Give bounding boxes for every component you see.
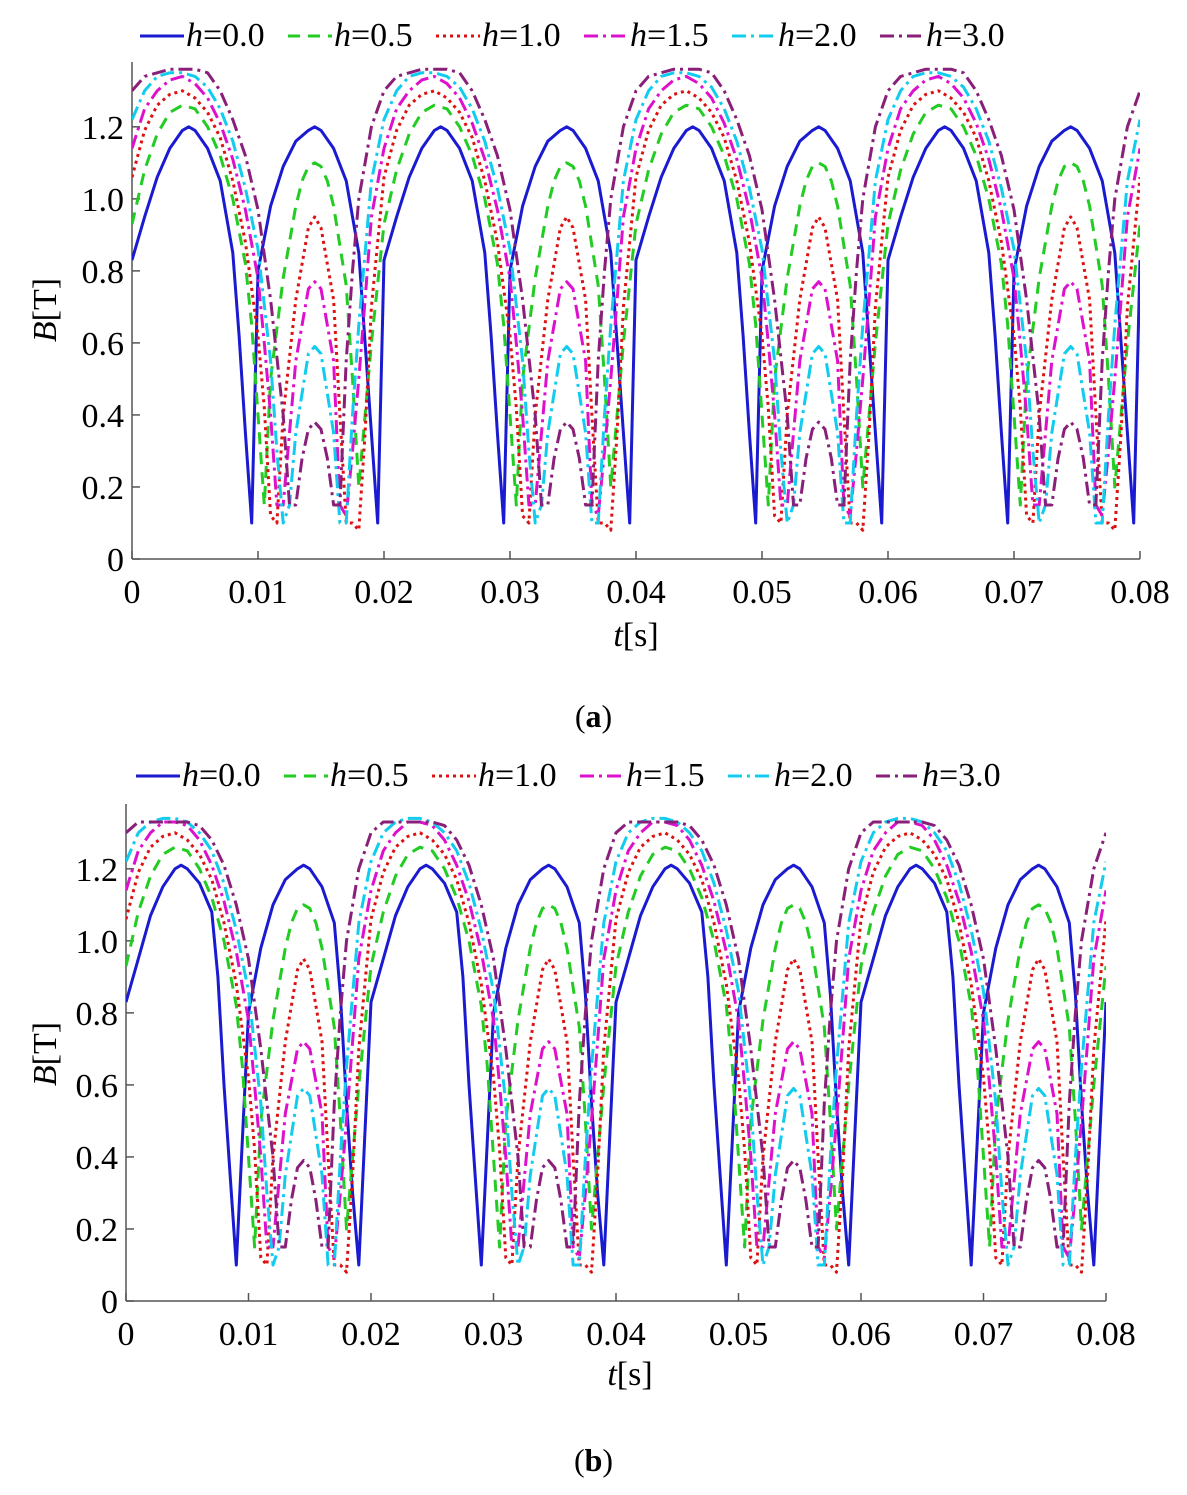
y-tick-label: 0.6: [76, 1068, 119, 1105]
y-axis-label-a: B[T]: [27, 278, 64, 342]
legend-label: h=1.0: [478, 757, 557, 794]
plot-area-a: [132, 67, 1140, 532]
legend-var: h: [626, 757, 643, 794]
x-tick-label: 0.02: [341, 1316, 401, 1353]
legend-label: h=0.0: [182, 757, 261, 794]
series-line-h0-5: [132, 103, 1140, 507]
x-tick-label: 0: [118, 1316, 135, 1353]
x-tick-label: 0.03: [464, 1316, 524, 1353]
legend-b: h=0.0 h=0.5 h=1.0 h=1.5 h=2.0 h=3.0: [136, 757, 1001, 794]
x-tick-label: 0: [124, 574, 141, 611]
y-tick-label: 0.8: [76, 996, 119, 1033]
legend-value: =0.0: [199, 757, 261, 794]
legend-label: h=1.5: [630, 17, 709, 54]
series-line-h2-0: [132, 71, 1140, 525]
x-tick-label: 0.06: [858, 574, 918, 611]
series-line-h1-5: [126, 820, 1106, 1260]
legend-value: =1.0: [495, 757, 557, 794]
legend-var: h: [334, 17, 351, 54]
legend-var: h: [778, 17, 795, 54]
legend-var: h: [482, 17, 499, 54]
x-tick-label: 0.08: [1076, 1316, 1136, 1353]
chart-b: h=0.0 h=0.5 h=1.0 h=1.5 h=2.0 h=3.0 0 0.01 0.02…: [27, 757, 1136, 1393]
x-tick-label: 0.07: [984, 574, 1044, 611]
series-line-h3-0: [126, 820, 1106, 1249]
series-line-h3-0: [132, 67, 1140, 507]
legend-value: =2.0: [795, 17, 857, 54]
y-tick-label: 1.2: [76, 852, 119, 889]
caption-b-letter: b: [584, 1442, 603, 1478]
chart-a: h=0.0 h=0.5 h=1.0 h=1.5 h=2.0 h=3.0 0 0.01 0.02…: [27, 17, 1170, 654]
legend-value: =1.5: [643, 757, 705, 794]
legend-var: h: [330, 757, 347, 794]
caption-b: (b): [573, 1442, 614, 1478]
x-tick-label: 0.04: [606, 574, 666, 611]
legend-value: =0.5: [347, 757, 409, 794]
legend-var: h: [478, 757, 495, 794]
x-tick-label: 0.04: [586, 1316, 646, 1353]
axes-b: [125, 804, 1107, 1302]
y-tick-label: 0.4: [82, 398, 125, 435]
legend-label: h=2.0: [778, 17, 857, 54]
x-tick-label: 0.01: [219, 1316, 279, 1353]
series-line-h0-0: [132, 125, 1140, 525]
x-tick-label: 0.06: [831, 1316, 891, 1353]
y-tick-label: 1.2: [82, 110, 125, 147]
legend-a: h=0.0 h=0.5 h=1.0 h=1.5 h=2.0 h=3.0: [140, 17, 1005, 54]
x-tick-label: 0.07: [954, 1316, 1014, 1353]
x-tick-label: 0.05: [732, 574, 792, 611]
legend-var: h: [926, 17, 943, 54]
x-tick-label: 0.08: [1110, 574, 1170, 611]
legend-label: h=1.5: [626, 757, 705, 794]
y-tick-label: 0.8: [82, 254, 125, 291]
y-tick-label: 1.0: [76, 924, 119, 961]
legend-value: =0.5: [351, 17, 413, 54]
x-axis-label-b: t[s]: [607, 1356, 652, 1393]
x-tick-label: 0.01: [228, 574, 288, 611]
legend-var: h: [630, 17, 647, 54]
legend-label: h=0.5: [334, 17, 413, 54]
legend-value: =3.0: [939, 757, 1001, 794]
legend-label: h=1.0: [482, 17, 561, 54]
caption-a: (a): [574, 698, 613, 734]
legend-var: h: [182, 757, 199, 794]
legend-label: h=0.0: [186, 17, 265, 54]
legend-label: h=2.0: [774, 757, 853, 794]
x-tick-label: 0.03: [480, 574, 540, 611]
series-line-h0-0: [126, 863, 1106, 1267]
legend-label: h=3.0: [922, 757, 1001, 794]
legend-var: h: [774, 757, 791, 794]
tick-labels-b: 0 0.01 0.02 0.03 0.04 0.05 0.06 0.07 0.08 0 0.2 0.4…: [76, 852, 1136, 1353]
legend-var: h: [186, 17, 203, 54]
legend-value: =1.0: [499, 17, 561, 54]
legend-value: =2.0: [791, 757, 853, 794]
y-axis-label-b: B[T]: [27, 1022, 64, 1086]
legend-value: =0.0: [203, 17, 265, 54]
caption-a-letter: a: [585, 698, 602, 734]
legend-label: h=0.5: [330, 757, 409, 794]
legend-var: h: [922, 757, 939, 794]
y-tick-label: 0: [107, 542, 124, 579]
series-line-h2-0: [126, 816, 1106, 1267]
legend-value: =3.0: [943, 17, 1005, 54]
y-tick-label: 0.2: [76, 1212, 119, 1249]
x-tick-label: 0.05: [709, 1316, 769, 1353]
series-line-h1-5: [132, 74, 1140, 518]
y-tick-label: 1.0: [82, 182, 125, 219]
legend-value: =1.5: [647, 17, 709, 54]
chart-panel-b: h=0.0 h=0.5 h=1.0 h=1.5 h=2.0 h=3.0 0 0.01 0.02…: [0, 740, 1187, 1478]
chart-panel-a: h=0.0 h=0.5 h=1.0 h=1.5 h=2.0 h=3.0 0 0.01 0.02…: [0, 0, 1187, 734]
x-axis-label-a: t[s]: [613, 617, 658, 654]
series-line-h1-0: [132, 89, 1140, 532]
y-tick-label: 0.4: [76, 1140, 119, 1177]
plot-area-b: [126, 816, 1106, 1274]
y-tick-label: 0.6: [82, 326, 125, 363]
y-tick-label: 0.2: [82, 470, 125, 507]
y-tick-label: 0: [101, 1284, 118, 1321]
tick-labels-a: 0 0.01 0.02 0.03 0.04 0.05 0.06 0.07 0.08 0 0.2 0.4…: [82, 110, 1170, 611]
legend-label: h=3.0: [926, 17, 1005, 54]
x-tick-label: 0.02: [354, 574, 414, 611]
